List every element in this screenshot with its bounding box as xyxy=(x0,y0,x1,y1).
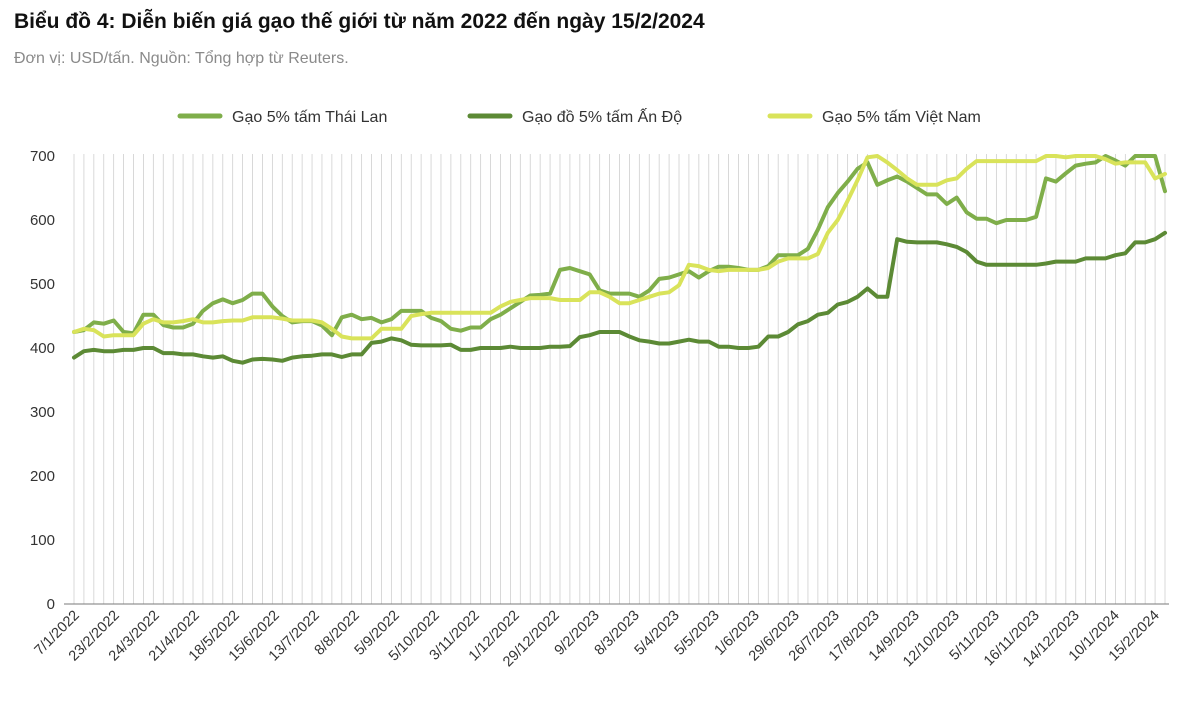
chart-title: Biểu đồ 4: Diễn biến giá gạo thế giới từ… xyxy=(14,10,705,33)
y-tick-label: 500 xyxy=(30,276,55,293)
legend-label-2: Gạo đồ 5% tấm Ấn Độ xyxy=(522,107,682,126)
y-tick-label: 100 xyxy=(30,532,55,549)
legend-label-1: Gạo 5% tấm Thái Lan xyxy=(232,109,387,126)
y-tick-label: 600 xyxy=(30,212,55,229)
chart-subtitle: Đơn vị: USD/tấn. Nguồn: Tổng hợp từ Reut… xyxy=(14,50,349,67)
y-axis-ticks: 0 100 200 300 400 500 600 700 xyxy=(30,148,55,613)
y-tick-label: 300 xyxy=(30,404,55,421)
y-tick-label: 700 xyxy=(30,148,55,165)
grid-lines xyxy=(73,154,1166,604)
series-lines xyxy=(72,154,1167,365)
y-tick-label: 0 xyxy=(47,596,55,613)
x-axis: 7/1/202223/2/202224/3/202221/4/202218/5/… xyxy=(32,603,1169,670)
series-line-2 xyxy=(72,230,1167,365)
legend-label-3: Gạo 5% tấm Việt Nam xyxy=(822,109,981,126)
series-line-3 xyxy=(72,154,1167,341)
legend: Gạo 5% tấm Thái Lan Gạo đồ 5% tấm Ấn Độ Gạ… xyxy=(177,107,981,126)
y-tick-label: 200 xyxy=(30,468,55,485)
series-line-1 xyxy=(72,154,1167,338)
y-tick-label: 400 xyxy=(30,340,55,357)
